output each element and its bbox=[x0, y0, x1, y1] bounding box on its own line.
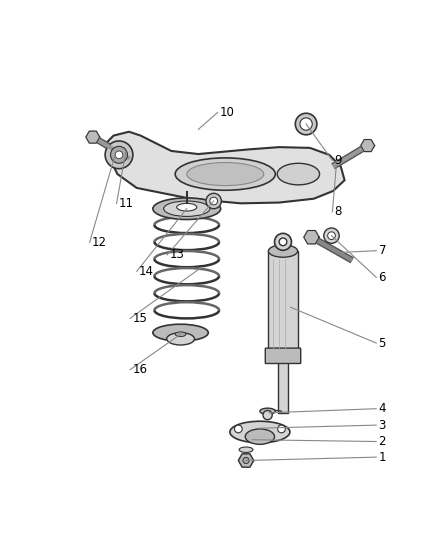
Ellipse shape bbox=[277, 163, 320, 185]
Text: 7: 7 bbox=[378, 244, 386, 257]
Ellipse shape bbox=[239, 447, 253, 453]
Polygon shape bbox=[361, 140, 374, 151]
Polygon shape bbox=[238, 454, 254, 467]
Text: 13: 13 bbox=[170, 248, 184, 261]
Text: 14: 14 bbox=[139, 265, 154, 278]
Ellipse shape bbox=[230, 421, 290, 443]
Text: 6: 6 bbox=[378, 271, 386, 284]
Text: 10: 10 bbox=[220, 106, 235, 119]
Text: 3: 3 bbox=[378, 418, 386, 432]
Circle shape bbox=[210, 197, 218, 205]
Circle shape bbox=[110, 147, 127, 163]
Text: 15: 15 bbox=[132, 312, 147, 325]
Circle shape bbox=[243, 457, 249, 464]
Ellipse shape bbox=[153, 324, 208, 341]
Ellipse shape bbox=[153, 198, 221, 220]
Circle shape bbox=[206, 193, 221, 209]
Ellipse shape bbox=[175, 158, 276, 190]
Circle shape bbox=[278, 425, 285, 433]
Circle shape bbox=[324, 228, 339, 244]
Ellipse shape bbox=[279, 238, 287, 246]
Polygon shape bbox=[304, 231, 319, 244]
Ellipse shape bbox=[245, 429, 275, 445]
Circle shape bbox=[328, 232, 336, 239]
Bar bbox=[279, 355, 288, 413]
Polygon shape bbox=[86, 131, 100, 143]
Text: 16: 16 bbox=[132, 363, 147, 376]
Ellipse shape bbox=[187, 163, 264, 185]
Circle shape bbox=[300, 118, 312, 130]
Bar bbox=[268, 251, 298, 352]
FancyBboxPatch shape bbox=[265, 348, 301, 364]
Ellipse shape bbox=[268, 245, 298, 257]
Ellipse shape bbox=[260, 408, 276, 414]
Text: 9: 9 bbox=[335, 154, 342, 167]
Text: 2: 2 bbox=[378, 435, 386, 448]
Text: 5: 5 bbox=[378, 336, 386, 350]
Text: 4: 4 bbox=[378, 402, 386, 415]
Circle shape bbox=[105, 141, 133, 168]
Circle shape bbox=[295, 113, 317, 135]
Ellipse shape bbox=[175, 332, 186, 336]
Ellipse shape bbox=[167, 333, 194, 345]
Ellipse shape bbox=[263, 410, 272, 419]
Ellipse shape bbox=[164, 201, 210, 216]
Text: 1: 1 bbox=[378, 450, 386, 464]
Circle shape bbox=[115, 151, 123, 159]
Text: 11: 11 bbox=[119, 197, 134, 210]
Polygon shape bbox=[106, 132, 345, 203]
Text: 8: 8 bbox=[335, 205, 342, 218]
Ellipse shape bbox=[177, 203, 197, 211]
Text: 12: 12 bbox=[92, 236, 107, 249]
Circle shape bbox=[234, 425, 242, 433]
Ellipse shape bbox=[275, 233, 291, 251]
